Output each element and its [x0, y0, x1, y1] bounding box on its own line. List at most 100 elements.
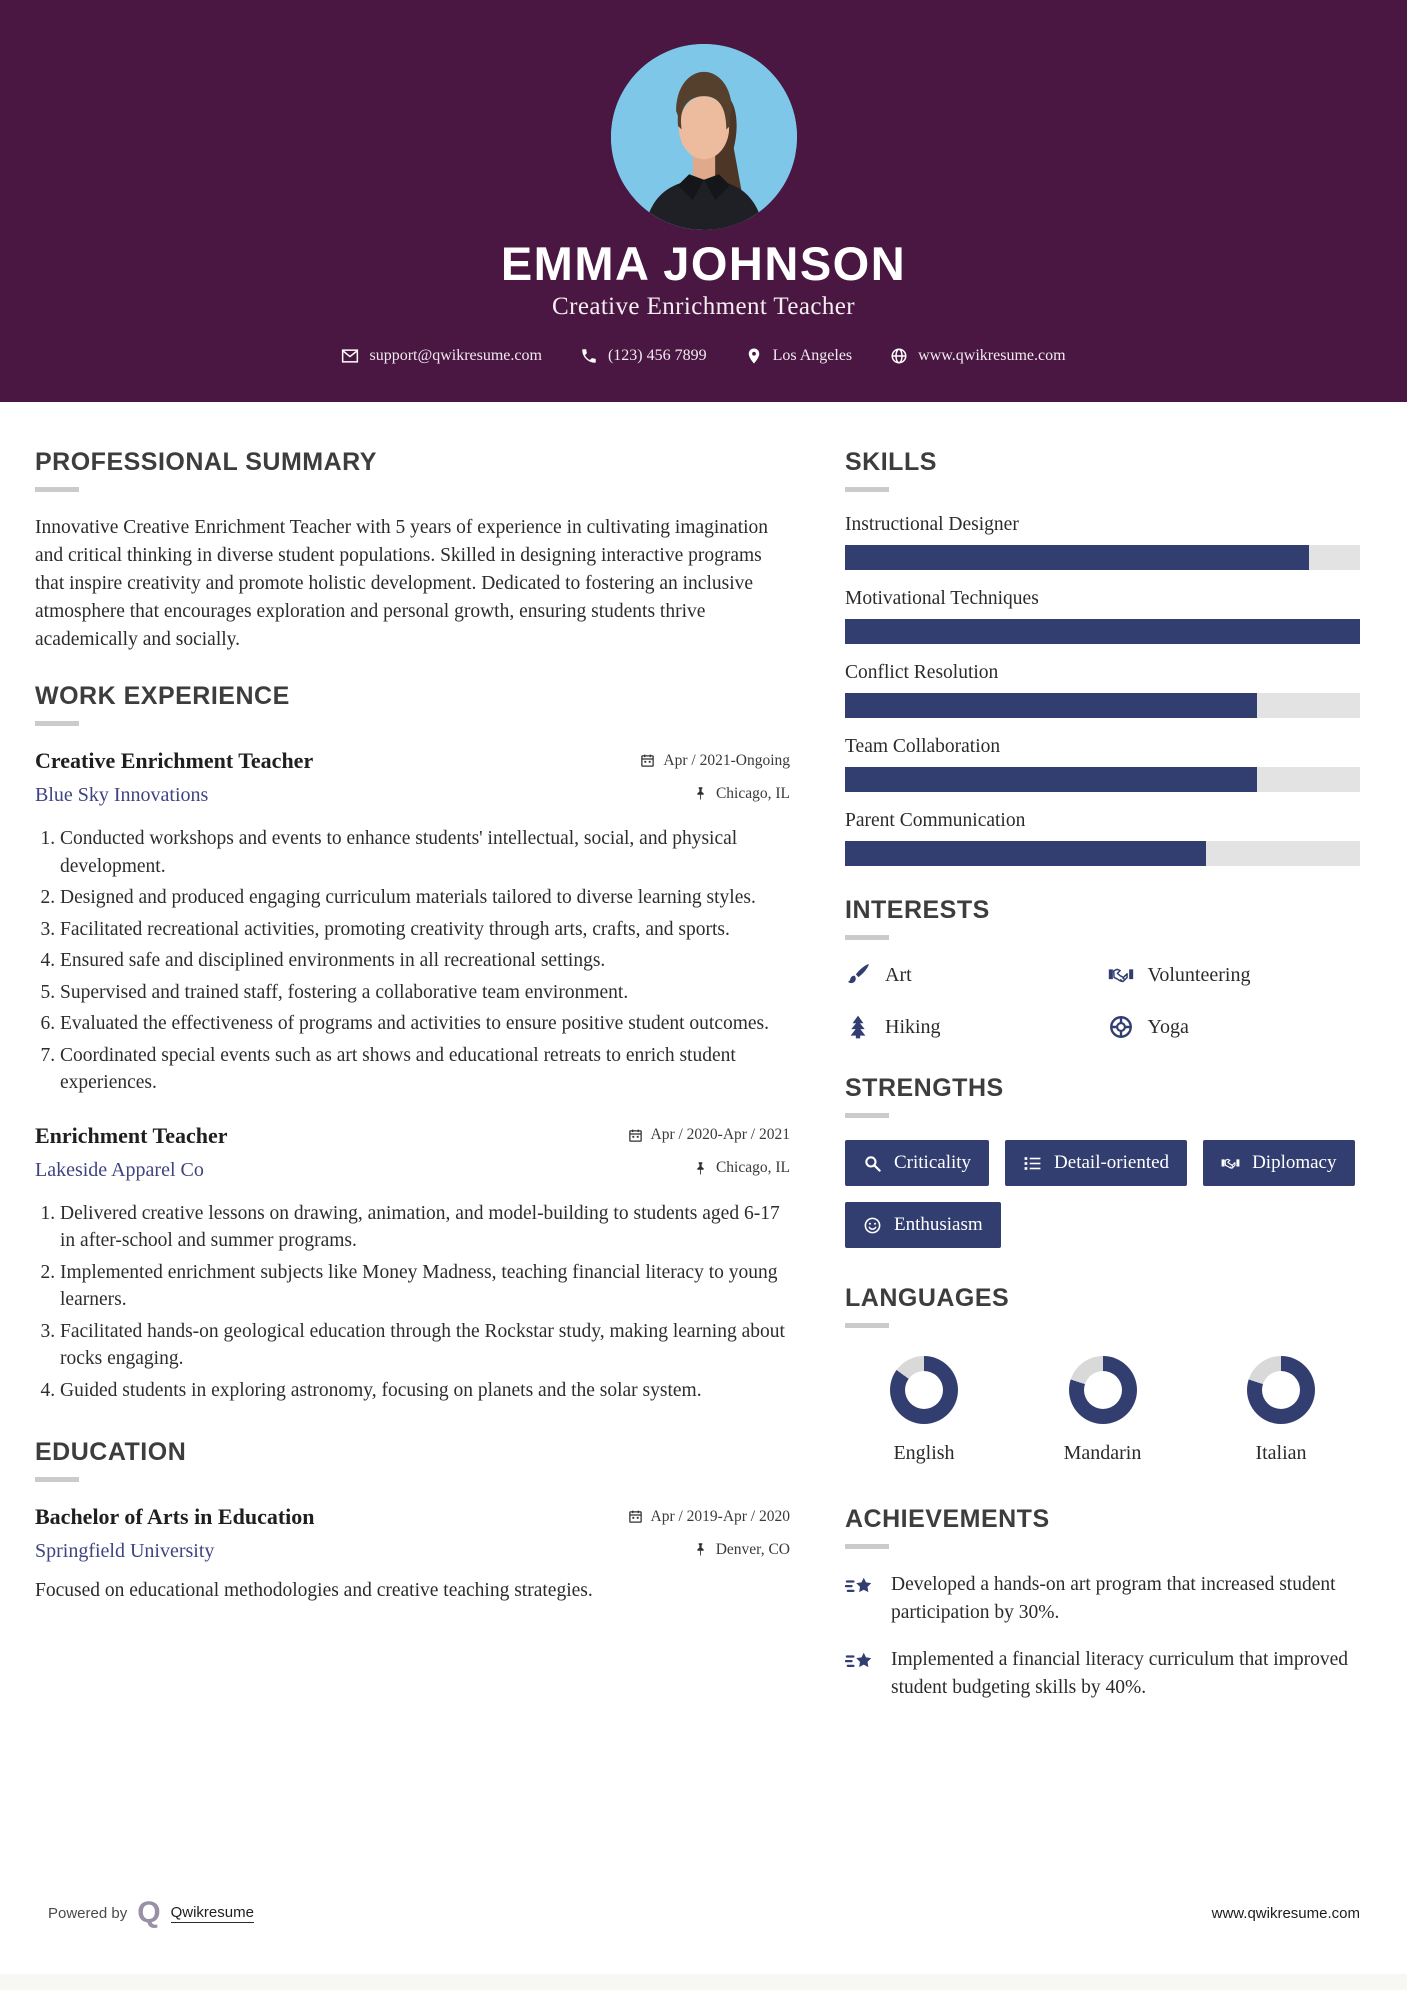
job-bullet: Ensured safe and disciplined environment…: [60, 947, 790, 975]
job-dates-text: Apr / 2021-Ongoing: [663, 751, 790, 769]
tree-icon: [845, 1014, 871, 1040]
achievement-text: Developed a hands-on art program that in…: [891, 1574, 1336, 1623]
summary-text: Innovative Creative Enrichment Teacher w…: [35, 517, 769, 650]
job-entry: Enrichment Teacher Apr / 2020-Apr / 2021…: [35, 1123, 790, 1405]
calendar-icon: [640, 753, 655, 768]
achievements-list: Developed a hands-on art program that in…: [845, 1571, 1360, 1701]
job-bullet: Facilitated recreational activities, pro…: [60, 916, 790, 944]
skill-bar-fill: [845, 619, 1360, 644]
job-dates: Apr / 2021-Ongoing: [640, 752, 790, 770]
interest-label: Hiking: [885, 1015, 941, 1038]
job-dates-text: Apr / 2020-Apr / 2021: [650, 1126, 791, 1143]
interest-label: Art: [885, 963, 912, 986]
skill-item: Team Collaboration: [845, 736, 1360, 792]
handshake-icon: [1221, 1154, 1240, 1173]
job-title: Enrichment Teacher: [35, 1122, 228, 1148]
education-location-text: Denver, CO: [715, 1540, 790, 1558]
skill-item: Conflict Resolution: [845, 662, 1360, 718]
skill-bar-track: [845, 767, 1360, 792]
skill-bar-track: [845, 545, 1360, 570]
paintbrush-icon: [845, 962, 871, 988]
skill-bar-fill: [845, 545, 1309, 570]
skills-heading: SKILLS: [845, 448, 937, 476]
main-content: PROFESSIONAL SUMMARY Innovative Creative…: [0, 402, 1407, 1721]
language-donut: [1247, 1356, 1315, 1424]
shooting-star-icon: [845, 1648, 875, 1678]
contact-row: support@qwikresume.com (123) 456 7899 Lo…: [0, 347, 1407, 365]
contact-phone: (123) 456 7899: [580, 347, 707, 365]
job-bullet: Designed and produced engaging curriculu…: [60, 884, 790, 912]
job-location: Chicago, IL: [693, 785, 790, 803]
strength-pill: Diplomacy: [1203, 1140, 1355, 1186]
donut-hole: [905, 1371, 943, 1409]
strengths-list: Criticality Detail-oriented Diplomacy En…: [845, 1140, 1360, 1248]
job-title: Creative Enrichment Teacher: [35, 748, 314, 773]
qwikresume-link[interactable]: Qwikresume: [170, 1903, 254, 1923]
skills-section: SKILLS Instructional Designer Motivation…: [845, 448, 1360, 866]
languages-heading: LANGUAGES: [845, 1284, 1010, 1312]
contact-email-text: support@qwikresume.com: [369, 347, 542, 364]
achievements-section: ACHIEVEMENTS Developed a hands-on art pr…: [845, 1505, 1360, 1701]
skill-label: Instructional Designer: [845, 514, 1019, 535]
interests-grid: Art Volunteering Hiking Yoga: [845, 962, 1360, 1040]
skills-list: Instructional Designer Motivational Tech…: [845, 514, 1360, 866]
profile-photo: [610, 44, 797, 230]
strength-pill: Criticality: [845, 1140, 990, 1186]
achievements-heading: ACHIEVEMENTS: [845, 1505, 1050, 1533]
skill-label: Parent Communication: [845, 810, 1026, 831]
language-donut: [1068, 1356, 1137, 1424]
language-item: English: [859, 1356, 989, 1465]
strength-label: Enthusiasm: [894, 1214, 983, 1235]
smiley-icon: [863, 1216, 882, 1235]
heading-rule: [845, 1544, 889, 1549]
language-donut: [890, 1356, 958, 1424]
skill-label: Motivational Techniques: [845, 588, 1039, 609]
education-section: EDUCATION Bachelor of Arts in Education …: [35, 1438, 790, 1605]
school-name: Springfield University: [35, 1540, 215, 1562]
skill-bar-fill: [845, 767, 1257, 792]
interest-item: Volunteering: [1108, 962, 1361, 988]
pushpin-icon: [693, 1161, 708, 1176]
heading-rule: [845, 935, 889, 940]
footer-website: www.qwikresume.com: [1211, 1904, 1360, 1922]
contact-website: www.qwikresume.com: [890, 347, 1066, 365]
heading-rule: [35, 487, 79, 492]
contact-location: Los Angeles: [745, 347, 852, 365]
job-bullet: Conducted workshops and events to enhanc…: [60, 825, 790, 880]
calendar-icon: [628, 1128, 643, 1143]
job-company: Blue Sky Innovations: [35, 784, 209, 806]
education-entry: Bachelor of Arts in Education Apr / 2019…: [35, 1504, 790, 1605]
heading-rule: [845, 1323, 889, 1328]
language-item: Italian: [1216, 1356, 1346, 1465]
pushpin-icon: [693, 786, 708, 801]
language-label: English: [893, 1442, 955, 1464]
skill-item: Instructional Designer: [845, 514, 1360, 570]
right-column: SKILLS Instructional Designer Motivation…: [845, 448, 1360, 1721]
donut-hole: [1262, 1371, 1300, 1409]
contact-email: support@qwikresume.com: [341, 347, 542, 365]
job-company: Lakeside Apparel Co: [35, 1158, 204, 1181]
degree-title: Bachelor of Arts in Education: [35, 1504, 315, 1529]
education-dates-text: Apr / 2019-Apr / 2020: [650, 1507, 791, 1525]
interests-heading: INTERESTS: [845, 896, 990, 924]
work-section: WORK EXPERIENCE Creative Enrichment Teac…: [35, 682, 790, 1404]
job-bullet: Implemented enrichment subjects like Mon…: [60, 1259, 790, 1314]
skill-bar-track: [845, 841, 1360, 866]
person-name: EMMA JOHNSON: [500, 237, 907, 290]
skill-label: Team Collaboration: [845, 736, 1001, 757]
skill-item: Parent Communication: [845, 810, 1360, 866]
strength-label: Detail-oriented: [1054, 1152, 1170, 1173]
yoga-ball-icon: [1108, 1014, 1134, 1040]
education-description: Focused on educational methodologies and…: [35, 1580, 593, 1601]
job-bullet: Supervised and trained staff, fostering …: [60, 979, 790, 1007]
job-bullet: Evaluated the effectiveness of programs …: [60, 1010, 790, 1038]
interest-item: Art: [845, 962, 1098, 988]
interest-label: Volunteering: [1147, 963, 1251, 986]
donut-hole: [1083, 1371, 1122, 1409]
job-location-text: Chicago, IL: [715, 784, 790, 802]
achievement-item: Implemented a financial literacy curricu…: [845, 1646, 1360, 1701]
job-location-text: Chicago, IL: [715, 1159, 790, 1176]
shooting-star-icon: [845, 1573, 875, 1603]
footer: Powered by Q Qwikresume www.qwikresume.c…: [48, 1898, 1360, 1928]
